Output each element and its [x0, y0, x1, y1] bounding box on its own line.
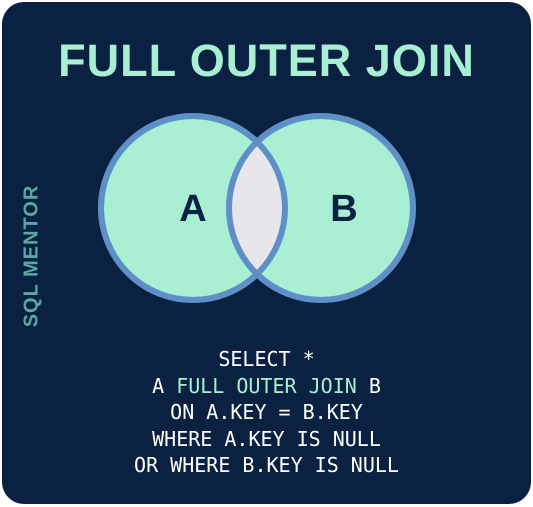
query-join-keyword: FULL OUTER JOIN: [176, 373, 357, 398]
query-line-select: SELECT *: [218, 347, 315, 371]
circle-b-outline: [226, 113, 416, 303]
query-line-join: A FULL OUTER JOIN B: [0, 373, 533, 400]
query-join-prefix: A: [152, 373, 177, 398]
label-b: B: [330, 188, 357, 230]
diagram-title: FULL OUTER JOIN: [58, 35, 475, 86]
sql-query: SELECT * A FULL OUTER JOIN B ON A.KEY = …: [0, 346, 533, 479]
query-join-suffix: B: [356, 373, 381, 398]
query-line-where: WHERE A.KEY IS NULL: [152, 426, 381, 451]
circle-a-outline: [98, 113, 288, 303]
query-line-on: ON A.KEY = B.KEY: [170, 400, 363, 424]
label-a: A: [179, 188, 206, 230]
query-line-or-where: OR WHERE B.KEY IS NULL: [134, 453, 399, 477]
